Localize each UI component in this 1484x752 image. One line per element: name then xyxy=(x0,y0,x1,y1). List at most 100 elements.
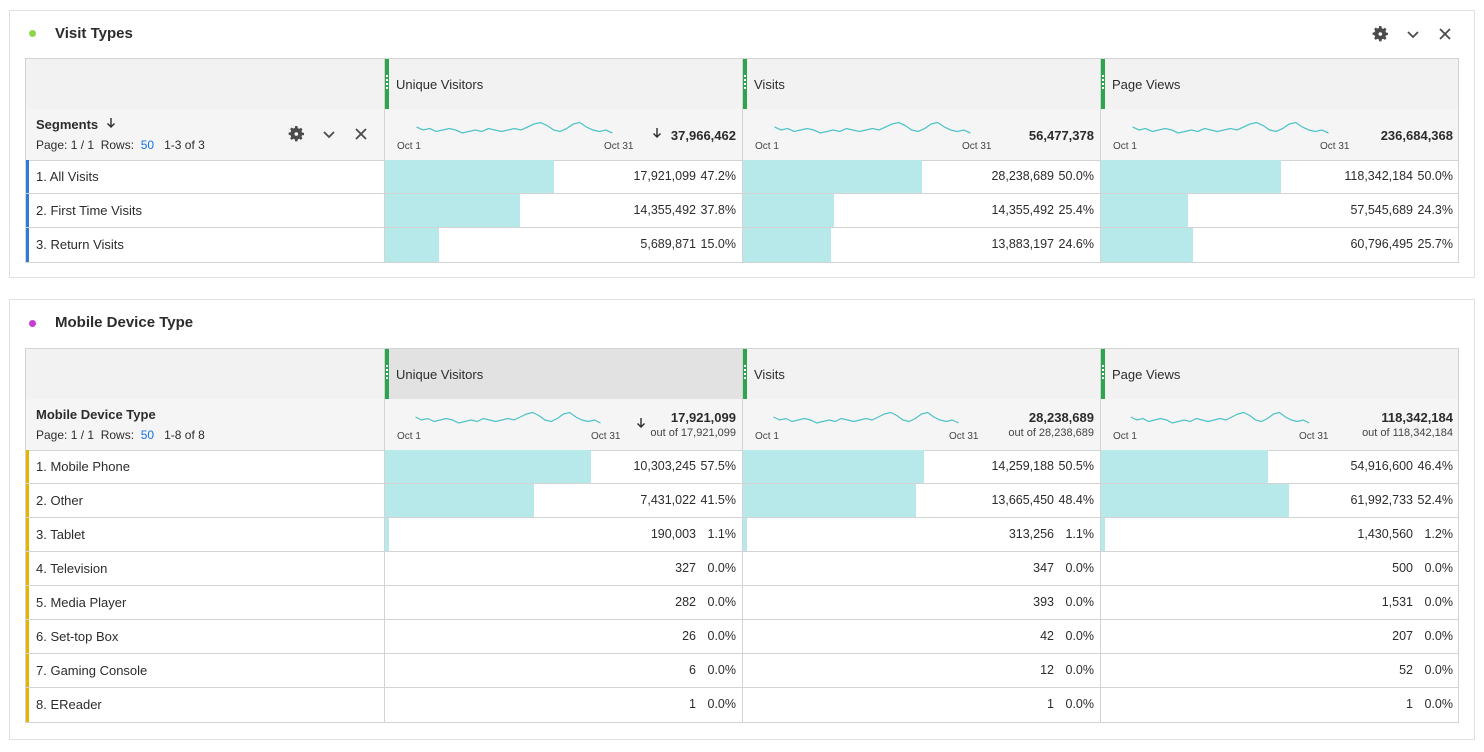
metric-cell[interactable]: 61,992,733 52.4% xyxy=(1100,484,1459,517)
table-row[interactable]: 2. Other 7,431,022 41.5% 13,665,450 48.4… xyxy=(26,484,1458,518)
metric-column-header[interactable]: Visits xyxy=(742,349,1100,399)
sort-descending-icon[interactable] xyxy=(636,417,646,432)
metric-cell[interactable]: 1,531 0.0% xyxy=(1100,586,1459,619)
metric-cell[interactable]: 52 0.0% xyxy=(1100,654,1459,687)
dimension-name[interactable]: Segments xyxy=(36,117,99,132)
gear-icon[interactable] xyxy=(288,125,306,146)
metric-cell[interactable]: 14,259,188 50.5% xyxy=(742,450,1100,483)
chevron-down-icon[interactable] xyxy=(1404,25,1422,43)
metric-cell[interactable]: 14,355,492 37.8% xyxy=(384,194,742,227)
metric-cell[interactable]: 313,256 1.1% xyxy=(742,518,1100,551)
metric-cell[interactable]: 190,003 1.1% xyxy=(384,518,742,551)
sort-descending-icon[interactable] xyxy=(652,127,662,142)
cell-value: 61,992,733 xyxy=(1350,493,1413,507)
column-drag-handle[interactable] xyxy=(743,349,747,399)
metric-cell[interactable]: 1 0.0% xyxy=(384,688,742,722)
metric-cell[interactable]: 500 0.0% xyxy=(1100,552,1459,585)
chevron-down-icon[interactable] xyxy=(320,125,338,146)
row-color-marker xyxy=(26,450,29,483)
freeform-table: Unique Visitors Visits Page Views Mobile… xyxy=(25,348,1459,723)
metric-cell[interactable]: 14,355,492 25.4% xyxy=(742,194,1100,227)
cell-percent: 41.5% xyxy=(700,493,736,507)
cell-value: 12 xyxy=(1040,663,1054,677)
row-label-cell[interactable]: 3. Return Visits xyxy=(26,228,384,262)
close-icon[interactable] xyxy=(1436,25,1454,43)
value-bar xyxy=(385,484,534,517)
freeform-panel: Mobile Device Type Unique Visitors Visit… xyxy=(9,299,1475,740)
metric-cell[interactable]: 6 0.0% xyxy=(384,654,742,687)
metric-cell[interactable]: 1 0.0% xyxy=(742,688,1100,722)
metric-cell[interactable]: 118,342,184 50.0% xyxy=(1100,160,1459,193)
metric-cell[interactable]: 13,883,197 24.6% xyxy=(742,228,1100,262)
metric-name: Unique Visitors xyxy=(396,77,484,92)
panel-title[interactable]: Mobile Device Type xyxy=(55,314,194,331)
column-drag-handle[interactable] xyxy=(385,349,389,399)
metric-cell[interactable]: 5,689,871 15.0% xyxy=(384,228,742,262)
panel-title[interactable]: Visit Types xyxy=(55,25,133,42)
metric-cell[interactable]: 282 0.0% xyxy=(384,586,742,619)
value-bar xyxy=(385,194,520,227)
metric-cell[interactable]: 12 0.0% xyxy=(742,654,1100,687)
metric-cell[interactable]: 347 0.0% xyxy=(742,552,1100,585)
row-label-cell[interactable]: 8. EReader xyxy=(26,688,384,722)
metric-cell[interactable]: 28,238,689 50.0% xyxy=(742,160,1100,193)
table-row[interactable]: 5. Media Player 282 0.0% 393 0.0% 1,531 … xyxy=(26,586,1458,620)
dimension-name[interactable]: Mobile Device Type xyxy=(36,407,156,422)
row-label-cell[interactable]: 3. Tablet xyxy=(26,518,384,551)
row-label-cell[interactable]: 7. Gaming Console xyxy=(26,654,384,687)
metric-cell[interactable]: 13,665,450 48.4% xyxy=(742,484,1100,517)
table-row[interactable]: 1. All Visits 17,921,099 47.2% 28,238,68… xyxy=(26,160,1458,194)
metric-column-header[interactable]: Unique Visitors xyxy=(384,349,742,399)
metric-column-header[interactable]: Page Views xyxy=(1100,349,1459,399)
metric-cell[interactable]: 60,796,495 25.7% xyxy=(1100,228,1459,262)
metric-total: 236,684,368 xyxy=(1380,128,1453,143)
metric-cell[interactable]: 327 0.0% xyxy=(384,552,742,585)
row-label-cell[interactable]: 1. Mobile Phone xyxy=(26,450,384,483)
cell-percent: 1.1% xyxy=(707,527,737,541)
table-row[interactable]: 3. Tablet 190,003 1.1% 313,256 1.1% 1,43… xyxy=(26,518,1458,552)
row-label-cell[interactable]: 2. Other xyxy=(26,484,384,517)
metric-cell[interactable]: 26 0.0% xyxy=(384,620,742,653)
metric-cell[interactable]: 54,916,600 46.4% xyxy=(1100,450,1459,483)
metric-cell[interactable]: 207 0.0% xyxy=(1100,620,1459,653)
row-label-cell[interactable]: 1. All Visits xyxy=(26,160,384,193)
column-drag-handle[interactable] xyxy=(385,59,389,109)
row-color-marker xyxy=(26,620,29,653)
metric-cell[interactable]: 7,431,022 41.5% xyxy=(384,484,742,517)
cell-value: 1,430,560 xyxy=(1357,527,1413,541)
table-row[interactable]: 6. Set-top Box 26 0.0% 42 0.0% 207 0.0% xyxy=(26,620,1458,654)
row-label-cell[interactable]: 6. Set-top Box xyxy=(26,620,384,653)
table-row[interactable]: 8. EReader 1 0.0% 1 0.0% 1 0.0% xyxy=(26,688,1458,722)
rows-per-page-selector[interactable]: 50 xyxy=(140,428,155,442)
metric-cell[interactable]: 1,430,560 1.2% xyxy=(1100,518,1459,551)
metric-total-out-of: out of 28,238,689 xyxy=(1008,427,1094,439)
cell-value: 14,355,492 xyxy=(633,203,696,217)
table-row[interactable]: 2. First Time Visits 14,355,492 37.8% 14… xyxy=(26,194,1458,228)
sort-descending-icon[interactable] xyxy=(106,117,116,132)
table-row[interactable]: 7. Gaming Console 6 0.0% 12 0.0% 52 0.0% xyxy=(26,654,1458,688)
metric-total-cell: Oct 1 Oct 31 17,921,099 out of 17,921,099 xyxy=(384,399,742,450)
row-label-cell[interactable]: 2. First Time Visits xyxy=(26,194,384,227)
metric-column-header[interactable]: Visits xyxy=(742,59,1100,109)
row-label-cell[interactable]: 5. Media Player xyxy=(26,586,384,619)
rows-per-page-selector[interactable]: 50 xyxy=(140,138,155,152)
table-row[interactable]: 1. Mobile Phone 10,303,245 57.5% 14,259,… xyxy=(26,450,1458,484)
cell-value: 1 xyxy=(689,697,696,711)
gear-icon[interactable] xyxy=(1372,25,1390,43)
metric-column-header[interactable]: Unique Visitors xyxy=(384,59,742,109)
metric-cell[interactable]: 1 0.0% xyxy=(1100,688,1459,722)
metric-cell[interactable]: 393 0.0% xyxy=(742,586,1100,619)
column-drag-handle[interactable] xyxy=(743,59,747,109)
sparkline-end-label: Oct 31 xyxy=(1299,431,1329,442)
column-drag-handle[interactable] xyxy=(1101,349,1105,399)
row-label-cell[interactable]: 4. Television xyxy=(26,552,384,585)
metric-cell[interactable]: 10,303,245 57.5% xyxy=(384,450,742,483)
metric-column-header[interactable]: Page Views xyxy=(1100,59,1459,109)
table-row[interactable]: 3. Return Visits 5,689,871 15.0% 13,883,… xyxy=(26,228,1458,262)
column-drag-handle[interactable] xyxy=(1101,59,1105,109)
table-row[interactable]: 4. Television 327 0.0% 347 0.0% 500 0.0% xyxy=(26,552,1458,586)
metric-cell[interactable]: 57,545,689 24.3% xyxy=(1100,194,1459,227)
close-icon[interactable] xyxy=(352,125,370,146)
metric-cell[interactable]: 17,921,099 47.2% xyxy=(384,160,742,193)
metric-cell[interactable]: 42 0.0% xyxy=(742,620,1100,653)
